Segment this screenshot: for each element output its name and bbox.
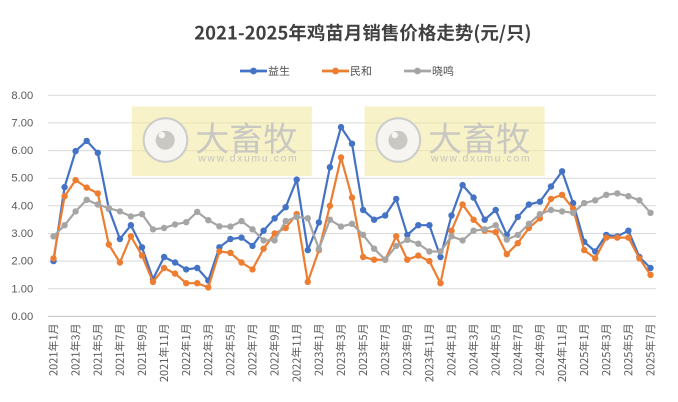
- svg-text:0.00: 0.00: [11, 311, 33, 323]
- svg-text:4.00: 4.00: [11, 200, 33, 212]
- svg-text:5.00: 5.00: [11, 173, 33, 185]
- svg-text:1.00: 1.00: [11, 283, 33, 295]
- svg-text:www.dxumu.com: www.dxumu.com: [430, 153, 531, 165]
- svg-text:7.00: 7.00: [11, 117, 33, 129]
- svg-text:6.00: 6.00: [11, 145, 33, 157]
- svg-text:www.dxumu.com: www.dxumu.com: [197, 153, 298, 165]
- svg-text:2.00: 2.00: [11, 256, 33, 268]
- svg-text:8.00: 8.00: [11, 90, 33, 102]
- svg-text:3.00: 3.00: [11, 228, 33, 240]
